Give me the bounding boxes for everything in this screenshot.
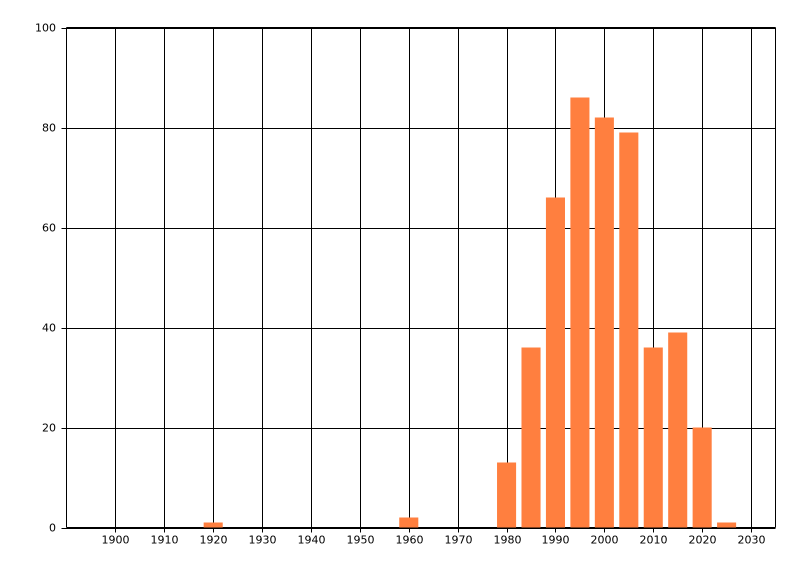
bar bbox=[643, 347, 663, 528]
bar bbox=[619, 132, 639, 528]
x-tick-label: 1950 bbox=[347, 534, 375, 547]
bar bbox=[497, 462, 517, 528]
bar bbox=[570, 97, 590, 528]
bar bbox=[717, 522, 737, 528]
y-tick-label: 0 bbox=[49, 522, 56, 535]
x-tick-label: 1970 bbox=[445, 534, 473, 547]
x-tick-label: 1940 bbox=[298, 534, 326, 547]
y-tick-label: 60 bbox=[42, 222, 56, 235]
x-tick-label: 1960 bbox=[396, 534, 424, 547]
x-tick-label: 2020 bbox=[689, 534, 717, 547]
y-tick-label: 40 bbox=[42, 322, 56, 335]
x-tick-label: 1990 bbox=[542, 534, 570, 547]
x-tick-label: 1920 bbox=[200, 534, 228, 547]
x-tick-label: 1910 bbox=[151, 534, 179, 547]
bar bbox=[668, 332, 688, 528]
bar bbox=[692, 427, 712, 528]
x-tick-label: 2030 bbox=[738, 534, 766, 547]
y-tick-label: 20 bbox=[42, 422, 56, 435]
bar bbox=[203, 522, 223, 528]
bar bbox=[399, 517, 419, 528]
x-tick-label: 2000 bbox=[591, 534, 619, 547]
x-tick-label: 1930 bbox=[249, 534, 277, 547]
x-tick-label: 1980 bbox=[494, 534, 522, 547]
bar bbox=[521, 347, 541, 528]
x-tick-label: 1900 bbox=[102, 534, 130, 547]
bar bbox=[594, 117, 614, 528]
x-tick-label: 2010 bbox=[640, 534, 668, 547]
y-tick-label: 100 bbox=[35, 22, 56, 35]
y-tick-label: 80 bbox=[42, 122, 56, 135]
bar bbox=[545, 197, 566, 528]
